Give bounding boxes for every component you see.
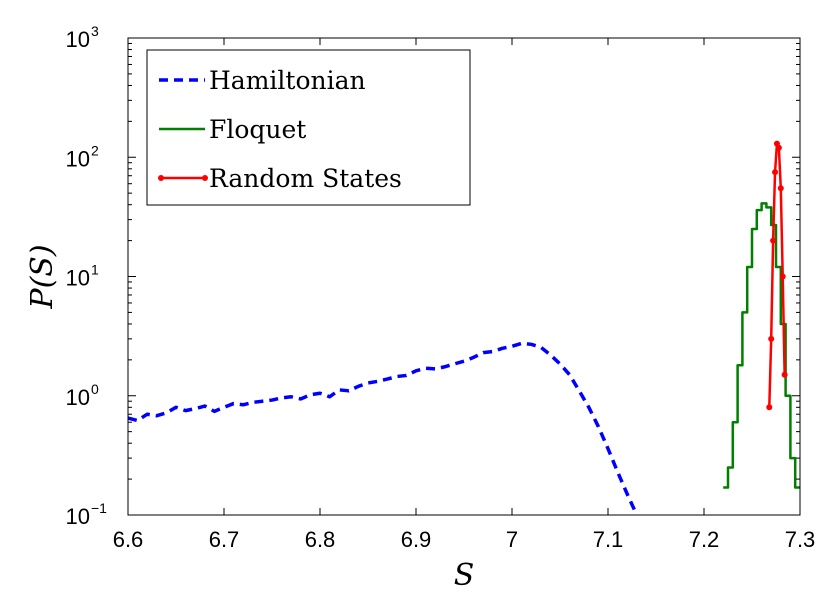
data-point	[781, 371, 788, 378]
x-tick-label: 7	[506, 527, 518, 552]
legend-marker	[202, 175, 208, 181]
legend-label: Floquet	[209, 115, 306, 144]
data-point	[775, 144, 782, 151]
data-point	[770, 237, 777, 244]
series-hamiltonian	[128, 341, 639, 515]
y-tick-label: 10	[66, 146, 90, 171]
series-line	[128, 341, 639, 515]
y-tick-label: 10	[66, 27, 90, 52]
y-tick-exponent: 0	[91, 381, 99, 397]
legend: Hamiltonian Floquet Random States	[146, 49, 471, 206]
series-random-states	[766, 140, 788, 411]
y-tick-exponent: 2	[91, 142, 99, 158]
y-axis-label: P(S)	[25, 244, 60, 309]
data-point	[766, 404, 773, 411]
data-point	[777, 185, 784, 192]
x-tick-label: 7.1	[593, 527, 624, 552]
data-point	[768, 335, 775, 342]
legend-label: Random States	[209, 164, 402, 193]
legend-label: Hamiltonian	[209, 66, 366, 95]
x-tick-label: 7.3	[785, 527, 816, 552]
y-tick-exponent: 1	[91, 262, 99, 278]
data-point	[779, 273, 786, 280]
x-tick-label: 6.8	[305, 527, 336, 552]
y-tick-label: 10	[66, 266, 90, 291]
x-axis-label: S	[454, 558, 475, 593]
data-point	[772, 169, 779, 176]
x-tick-label: 6.7	[209, 527, 240, 552]
y-tick-label: 10	[66, 504, 90, 529]
y-tick-exponent: −1	[91, 500, 107, 516]
x-tick-label: 6.9	[401, 527, 432, 552]
y-tick-label: 10	[66, 385, 90, 410]
series-line	[723, 202, 800, 489]
legend-marker	[158, 175, 164, 181]
series-floquet	[723, 202, 800, 489]
x-tick-label: 7.2	[689, 527, 720, 552]
y-tick-exponent: 3	[91, 23, 99, 39]
x-tick-label: 6.6	[113, 527, 144, 552]
